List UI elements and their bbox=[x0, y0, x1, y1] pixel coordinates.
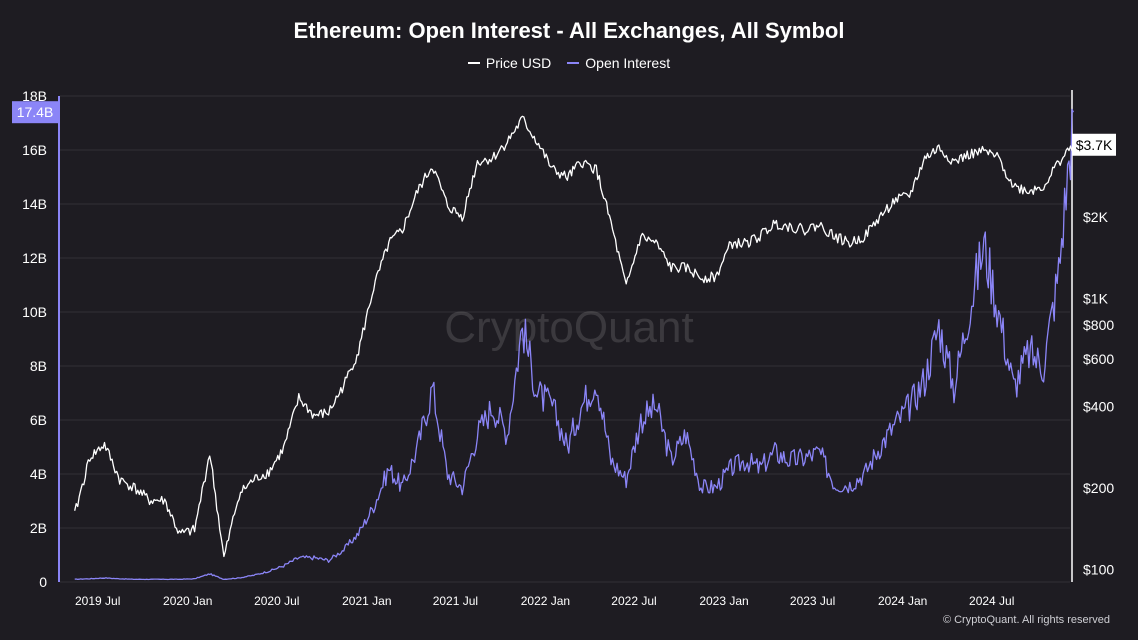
x-tick-label: 2022 Jan bbox=[521, 594, 570, 608]
legend-item-open-interest[interactable]: Open Interest bbox=[567, 55, 670, 71]
y-right-tick-label: $100 bbox=[1083, 562, 1114, 578]
legend-label-open-interest: Open Interest bbox=[585, 55, 671, 71]
y-right-tick-label: $600 bbox=[1083, 351, 1114, 367]
y-left-tick-label: 12B bbox=[22, 250, 47, 266]
y-right-tick-label: $200 bbox=[1083, 480, 1114, 496]
x-tick-label: 2021 Jan bbox=[342, 594, 391, 608]
y-left-tick-label: 16B bbox=[22, 142, 47, 158]
y-left-tick-label: 10B bbox=[22, 304, 47, 320]
chart-title: Ethereum: Open Interest - All Exchanges,… bbox=[293, 18, 845, 43]
x-tick-label: 2020 Jul bbox=[254, 594, 299, 608]
legend-label-price: Price USD bbox=[485, 55, 552, 71]
y-right-tick-label: $800 bbox=[1083, 317, 1114, 333]
y-right-tick-label: $1K bbox=[1083, 291, 1109, 307]
y-left-tick-label: 6B bbox=[30, 412, 47, 428]
chart-legend: Price USD Open Interest bbox=[0, 55, 1138, 71]
y-right-tick-label: $400 bbox=[1083, 398, 1114, 414]
x-tick-label: 2021 Jul bbox=[433, 594, 478, 608]
last-value-label-right: $3.7K bbox=[1076, 137, 1113, 153]
x-tick-label: 2023 Jul bbox=[790, 594, 835, 608]
open-interest-line bbox=[74, 108, 1074, 581]
y-left-tick-label: 8B bbox=[30, 358, 47, 374]
y-left-tick-label: 4B bbox=[30, 466, 47, 482]
copyright-text: © CryptoQuant. All rights reserved bbox=[942, 614, 1110, 626]
x-tick-label: 2024 Jul bbox=[969, 594, 1014, 608]
x-tick-label: 2019 Jul bbox=[75, 594, 120, 608]
y-left-tick-label: 14B bbox=[22, 196, 47, 212]
y-left-tick-label: 0 bbox=[39, 574, 47, 590]
last-value-badge-right bbox=[1072, 133, 1116, 156]
x-tick-label: 2022 Jul bbox=[611, 594, 656, 608]
last-value-label-left: 17.4B bbox=[17, 104, 54, 120]
y-right-tick-label: $2K bbox=[1083, 209, 1109, 225]
x-tick-label: 2024 Jan bbox=[878, 594, 927, 608]
y-left-tick-label: 2B bbox=[30, 520, 47, 536]
y-left-tick-label: 18B bbox=[22, 88, 47, 104]
last-value-badge-left bbox=[12, 101, 58, 124]
legend-swatch-open-interest bbox=[567, 62, 580, 64]
legend-swatch-price bbox=[467, 62, 480, 64]
price-line bbox=[74, 115, 1075, 558]
x-tick-label: 2020 Jan bbox=[163, 594, 212, 608]
x-tick-label: 2023 Jan bbox=[699, 594, 748, 608]
legend-item-price[interactable]: Price USD bbox=[467, 55, 552, 71]
